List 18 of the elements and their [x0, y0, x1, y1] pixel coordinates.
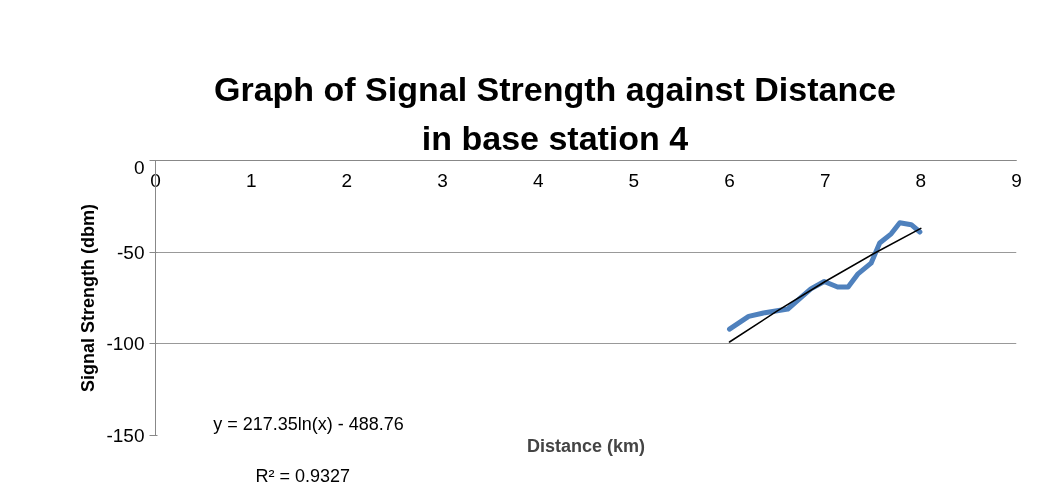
x-tick-label: 0: [150, 169, 161, 191]
x-tick-label: 8: [915, 169, 927, 191]
x-axis-title: Distance (km): [526, 435, 646, 456]
x-tick-label: 6: [724, 169, 735, 191]
x-tick-label: 2: [341, 169, 353, 191]
chart-title: Graph of Signal Strength against Distance in base station 4: [214, 69, 896, 160]
y-tick-label: -50: [117, 241, 145, 263]
x-tick-label: 5: [628, 169, 640, 191]
x-tick-label: 4: [532, 169, 544, 191]
y-axis-title: Signal Strength (dbm): [78, 203, 99, 392]
annotation: y = 217.35ln(x) - 488.76: [213, 413, 404, 434]
x-tick-label: 3: [437, 169, 448, 191]
x-tick-label: 7: [819, 169, 831, 191]
y-tick-label: -150: [106, 425, 145, 446]
text: R² = 0.9327: [255, 465, 351, 486]
x-tick-label: 1: [245, 169, 257, 191]
y-tick-label: -100: [106, 333, 145, 355]
x-tick-label: 9: [1011, 169, 1022, 191]
